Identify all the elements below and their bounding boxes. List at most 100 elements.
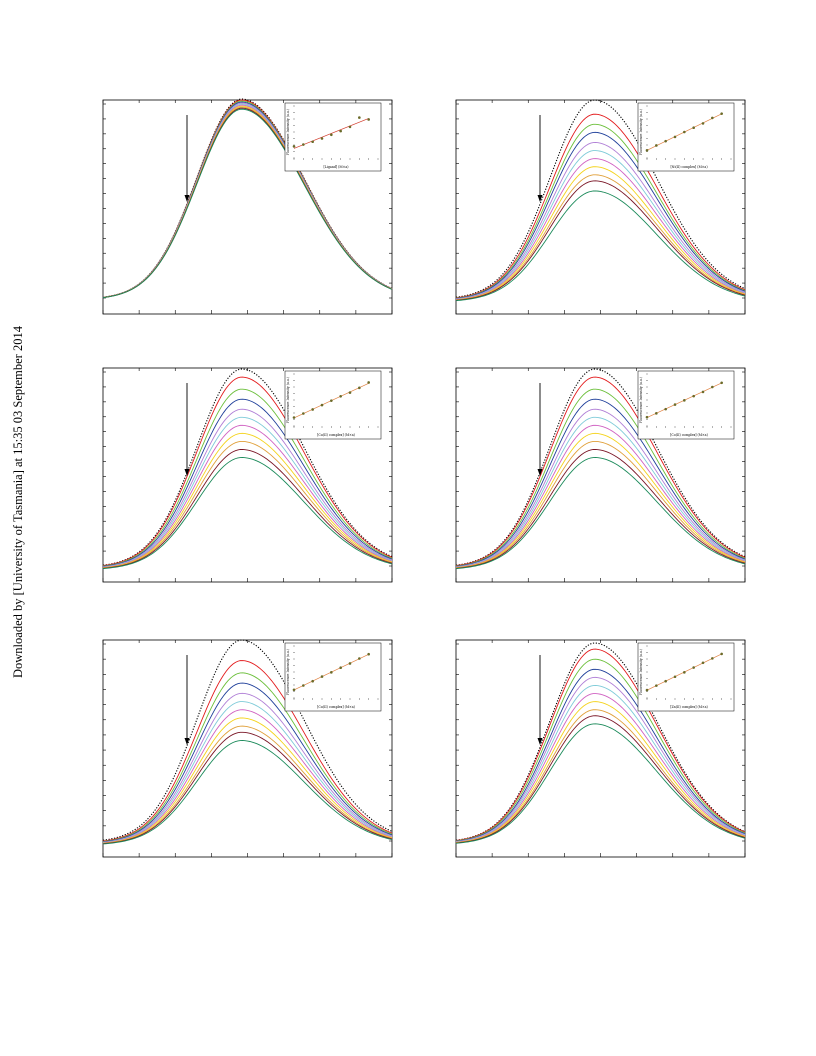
inset-data-point xyxy=(320,403,324,407)
spectrum-line xyxy=(102,448,393,569)
inset-data-point xyxy=(673,403,677,406)
inset-data-point xyxy=(348,125,352,129)
inset-plot: [Ni(II) complex] (M×a) Fluorescence Inten… xyxy=(637,102,735,172)
inset-data-point xyxy=(302,412,305,415)
spectrum-line xyxy=(455,408,746,568)
spectrum-line xyxy=(102,740,393,845)
spectrum-panel-2: [Ni(II) complex] (M×a) Fluorescence Inten… xyxy=(455,99,746,315)
inset-plot: [Co(II) complex] (M×a) Fluorescence Inten… xyxy=(637,370,735,440)
inset-plot: [Cu(II) complex] (M×a) Fluorescence Inten… xyxy=(284,370,382,440)
spectrum-line xyxy=(102,416,393,568)
inset-data-point xyxy=(692,126,695,130)
spectrum-line xyxy=(102,388,393,567)
inset-data-point xyxy=(645,688,649,692)
spectrum-line xyxy=(102,376,393,567)
spectrum-line xyxy=(455,432,746,569)
inset-data-point xyxy=(339,129,342,133)
spectrum-line xyxy=(102,701,393,843)
arrow-head xyxy=(184,738,190,745)
spectrum-line xyxy=(102,108,393,299)
spectrum-panel-4: [Co(II) complex] (M×a) Fluorescence Inten… xyxy=(455,367,746,583)
inset-frame xyxy=(284,102,382,172)
spectrum-line xyxy=(102,457,393,570)
spectrum-line xyxy=(455,150,746,300)
inset-data-point xyxy=(367,381,370,384)
inset-data-point xyxy=(645,149,649,152)
inset-data-point xyxy=(720,652,723,656)
spectrum-line xyxy=(102,717,393,844)
reference-spectrum-line xyxy=(455,99,746,298)
spectrum-line xyxy=(455,701,746,843)
spectrum-line xyxy=(102,725,393,844)
spectrum-line xyxy=(455,685,746,843)
inset-data-point xyxy=(673,675,677,679)
spectrum-line xyxy=(102,731,393,845)
spectrum-line xyxy=(102,432,393,569)
arrow-head xyxy=(537,738,543,745)
inset-data-point xyxy=(664,679,667,683)
spectrum-line xyxy=(455,457,746,570)
inset-data-point xyxy=(302,143,305,146)
inset-y-label: Fluorescence Intensity (a.u.) xyxy=(286,377,290,423)
inset-data-point xyxy=(292,688,296,692)
spectrum-line xyxy=(455,190,746,302)
inset-frame xyxy=(637,102,735,172)
inset-data-point xyxy=(655,144,658,147)
spectrum-line xyxy=(455,174,746,301)
spectrum-line xyxy=(102,440,393,569)
spectrum-line xyxy=(455,424,746,568)
inset-data-point xyxy=(683,671,686,674)
spectrum-line xyxy=(455,180,746,301)
spectrum-line xyxy=(455,376,746,567)
chart-panels: [Ligand] (M×a) Fluorescence Intensity (a.… xyxy=(102,98,746,858)
inset-data-point xyxy=(692,394,695,398)
inset-fit-line xyxy=(293,118,369,149)
inset-data-point xyxy=(367,652,370,656)
inset-x-label: [Cu(II) complex] (M×a) xyxy=(317,433,355,437)
spectrum-line xyxy=(102,672,393,842)
inset-frame xyxy=(284,370,382,440)
inset-data-point xyxy=(645,415,649,419)
inset-x-label: [Zn(II) complex] (M×a) xyxy=(670,705,708,709)
inset-data-point xyxy=(292,145,296,148)
inset-frame xyxy=(637,370,735,440)
inset-data-point xyxy=(358,116,361,119)
inset-plot: [Zn(II) complex] (M×a) Fluorescence Inten… xyxy=(637,642,735,712)
spectrum-line xyxy=(102,692,393,843)
spectrum-line xyxy=(455,113,746,299)
spectrum-panel-3: [Cu(II) complex] (M×a) Fluorescence Inten… xyxy=(102,367,393,583)
inset-data-point xyxy=(683,130,686,134)
inset-data-point xyxy=(711,657,714,660)
inset-y-label: Fluorescence Intensity (a.u.) xyxy=(286,109,290,155)
spectrum-line xyxy=(455,158,746,300)
inset-plot: [Ligand] (M×a) Fluorescence Intensity (a.… xyxy=(284,102,382,172)
inset-data-point xyxy=(311,140,314,144)
inset-data-point xyxy=(655,412,658,415)
inset-x-label: [Ligand] (M×a) xyxy=(324,165,349,169)
inset-data-point xyxy=(664,407,667,411)
spectrum-line xyxy=(102,424,393,568)
inset-data-point xyxy=(358,657,361,660)
inset-data-point xyxy=(673,135,677,139)
spectrum-line xyxy=(455,123,746,299)
spectrum-line xyxy=(455,648,746,841)
inset-data-point xyxy=(311,679,314,683)
inset-data-point xyxy=(330,671,333,674)
inset-data-point xyxy=(720,112,723,115)
reference-spectrum-line xyxy=(455,642,746,841)
arrow-head xyxy=(537,195,543,202)
spectrum-panel-5: [Cu(II) complex] (M×a) Fluorescence Inten… xyxy=(102,639,393,858)
inset-frame xyxy=(637,642,735,712)
arrow-head xyxy=(184,469,190,476)
inset-x-label: [Cu(II) complex] (M×a) xyxy=(317,705,355,709)
inset-x-label: [Ni(II) complex] (M×a) xyxy=(670,165,707,169)
inset-frame xyxy=(284,642,382,712)
inset-data-point xyxy=(358,386,361,390)
spectrum-line xyxy=(455,715,746,844)
spectrum-line xyxy=(455,658,746,842)
inset-data-point xyxy=(320,675,324,678)
spectrum-line xyxy=(102,709,393,844)
spectrum-line xyxy=(102,660,393,842)
spectrum-line xyxy=(455,723,746,844)
inset-data-point xyxy=(655,684,658,687)
